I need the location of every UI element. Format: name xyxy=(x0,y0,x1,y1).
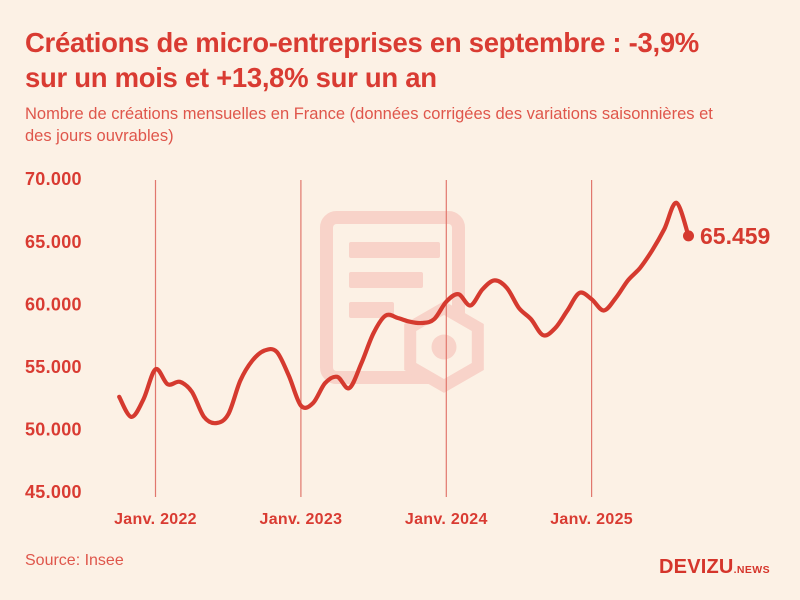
brand-name: DEVIZU xyxy=(659,556,734,578)
title-line-1: Créations de micro-entreprises en septem… xyxy=(25,27,699,58)
watermark-text-bar-2 xyxy=(349,272,423,288)
x-axis-tick-label: Janv. 2023 xyxy=(260,511,343,528)
chart-subtitle: Nombre de créations mensuelles en France… xyxy=(25,103,713,147)
watermark-document-outline xyxy=(320,211,465,384)
x-axis-tick-label: Janv. 2022 xyxy=(114,511,197,528)
last-value-marker xyxy=(683,230,694,242)
y-axis-tick-label: 70.000 xyxy=(25,169,82,189)
subtitle-line-2: des jours ouvrables) xyxy=(25,127,174,145)
y-axis-tick-label: 45.000 xyxy=(25,482,82,502)
axis-labels: Janv. 2022 Janv. 2023 Janv. 2024 Janv. 2025… xyxy=(25,169,633,528)
data-series-layer: 65.459 xyxy=(117,200,770,426)
watermark-document-icon xyxy=(320,211,484,393)
watermark-text-bar-3 xyxy=(349,302,394,318)
source-credit: Source: Insee xyxy=(25,552,124,569)
gridlines xyxy=(154,180,593,497)
last-value-label: 65.459 xyxy=(700,223,770,249)
x-axis-tick-label: Janv. 2025 xyxy=(550,511,633,528)
data-series-line xyxy=(117,200,691,426)
brand-logo: DEVIZU.NEWS xyxy=(659,556,770,579)
title-line-2: sur un mois et +13,8% sur un an xyxy=(25,62,437,93)
y-axis-tick-label: 60.000 xyxy=(25,294,82,314)
y-axis-tick-label: 55.000 xyxy=(25,357,82,377)
y-axis-tick-label: 65.000 xyxy=(25,232,82,252)
brand-suffix: .NEWS xyxy=(733,564,770,576)
watermark-text-bar-1 xyxy=(349,242,440,258)
page-title: Créations de micro-entreprises en septem… xyxy=(25,25,699,95)
y-axis-tick-label: 50.000 xyxy=(25,420,82,440)
x-axis-tick-label: Janv. 2024 xyxy=(405,511,488,528)
subtitle-line-1: Nombre de créations mensuelles en France… xyxy=(25,105,713,123)
watermark-seal-dot xyxy=(431,334,457,360)
